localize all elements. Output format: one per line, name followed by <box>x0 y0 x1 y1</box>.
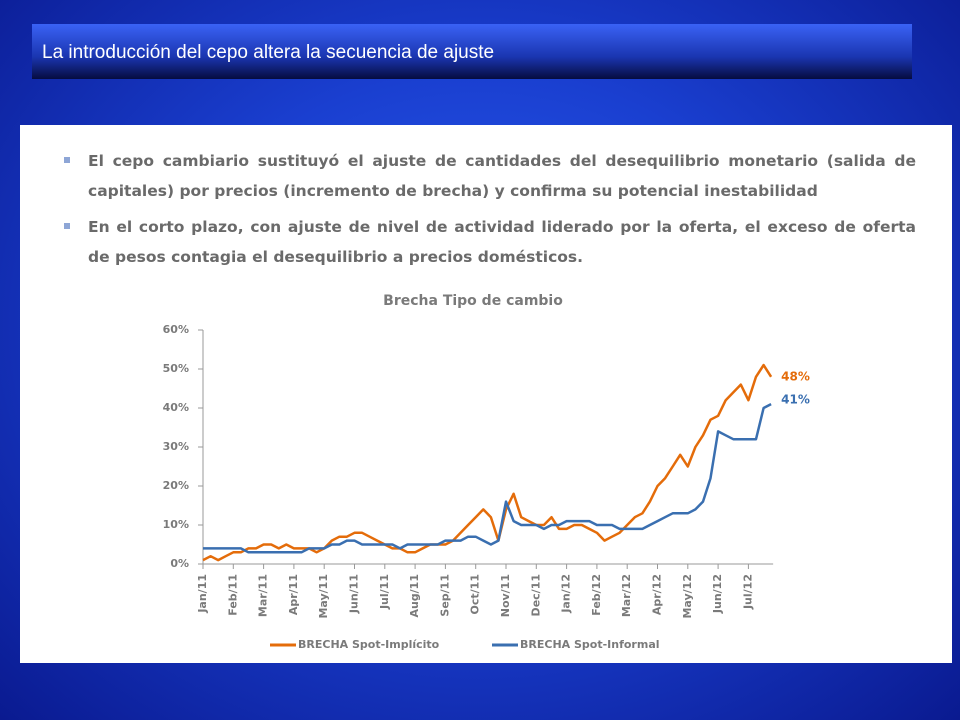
end-label: 48% <box>781 369 810 383</box>
bullet-marker <box>64 223 70 229</box>
chart-title: Brecha Tipo de cambio <box>383 293 563 309</box>
x-tick-label: May/12 <box>681 574 694 619</box>
x-tick-label: Oct/11 <box>469 574 482 614</box>
end-label: 41% <box>781 393 810 407</box>
y-tick-label: 0% <box>170 557 189 570</box>
y-tick-label: 40% <box>163 401 189 414</box>
y-tick-label: 60% <box>163 323 189 336</box>
legend-label: BRECHA Spot-Informal <box>520 638 660 651</box>
x-tick-label: Apr/11 <box>287 574 300 615</box>
x-tick-label: May/11 <box>317 574 330 619</box>
x-tick-label: Jan/11 <box>196 574 209 614</box>
y-tick-label: 50% <box>163 362 189 375</box>
legend-label: BRECHA Spot-Implícito <box>298 638 440 651</box>
x-tick-label: Nov/11 <box>499 574 512 617</box>
x-tick-label: Sep/11 <box>438 574 451 617</box>
bullet-marker <box>64 157 70 163</box>
content-panel <box>20 125 952 663</box>
x-tick-label: Jun/11 <box>348 574 361 614</box>
x-tick-label: Mar/11 <box>257 574 270 617</box>
x-tick-label: Jul/12 <box>741 574 754 610</box>
y-tick-label: 10% <box>163 518 189 531</box>
x-tick-label: Dec/11 <box>529 574 542 616</box>
bullet-text: En el corto plazo, con ajuste de nivel d… <box>88 218 916 266</box>
x-tick-label: Feb/11 <box>226 574 239 616</box>
slide-title: La introducción del cepo altera la secue… <box>42 42 495 63</box>
series-line <box>203 402 772 554</box>
x-tick-label: Apr/12 <box>651 574 664 615</box>
x-tick-label: Jun/12 <box>711 574 724 614</box>
x-tick-label: Aug/11 <box>408 574 421 618</box>
x-tick-label: Jan/12 <box>560 574 573 614</box>
x-tick-label: Jul/11 <box>378 574 391 610</box>
x-tick-label: Feb/12 <box>590 574 603 616</box>
y-tick-label: 20% <box>163 479 189 492</box>
y-tick-label: 30% <box>163 440 189 453</box>
bullet-text: El cepo cambiario sustituyó el ajuste de… <box>88 152 916 200</box>
series-line <box>202 363 773 562</box>
x-tick-label: Mar/12 <box>620 574 633 617</box>
title-bar: La introducción del cepo altera la secue… <box>32 24 912 79</box>
